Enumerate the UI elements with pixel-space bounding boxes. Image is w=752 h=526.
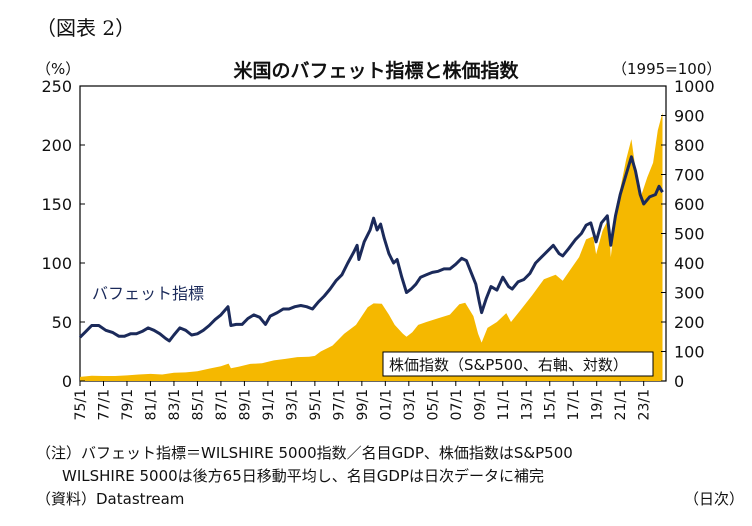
right-axis-tick-label: 900 — [674, 107, 705, 126]
right-axis-tick-label: 600 — [674, 195, 705, 214]
x-axis-tick-label: 85/1 — [190, 389, 206, 420]
x-axis-tick-label: 77/1 — [96, 389, 112, 420]
x-axis-tick-label: 15/1 — [543, 389, 559, 420]
source-note: （資料）Datastream — [36, 490, 185, 508]
x-axis-tick-label: 81/1 — [143, 389, 159, 420]
x-axis-tick-label: 91/1 — [261, 389, 277, 420]
left-axis-tick-label: 100 — [41, 254, 72, 273]
right-axis-tick-label: 300 — [674, 284, 705, 303]
x-axis-tick-label: 05/1 — [425, 389, 441, 420]
left-axis-unit: （%） — [36, 60, 81, 78]
x-axis-tick-label: 07/1 — [449, 389, 465, 420]
x-axis-tick-label: 95/1 — [308, 389, 324, 420]
note-line-1: （注）バフェット指標＝WILSHIRE 5000指数／名目GDP、株価指数はS&… — [36, 444, 573, 462]
x-axis-tick-label: 03/1 — [402, 389, 418, 420]
x-axis-tick-label: 09/1 — [472, 389, 488, 420]
x-axis-tick-label: 83/1 — [167, 389, 183, 420]
x-axis-tick-label: 17/1 — [566, 389, 582, 420]
buffett-series-label: バフェット指標 — [92, 284, 204, 303]
buffett-indicator-line — [78, 155, 664, 343]
left-axis-tick-label: 200 — [41, 136, 72, 155]
x-axis-tick-label: 87/1 — [214, 389, 230, 420]
left-axis-tick-label: 150 — [41, 195, 72, 214]
right-axis-tick-label: 700 — [674, 166, 705, 185]
right-axis-tick-label: 100 — [674, 343, 705, 362]
x-axis-tick-label: 93/1 — [284, 389, 300, 420]
x-axis-tick-label: 13/1 — [519, 389, 535, 420]
right-axis-tick-label: 400 — [674, 254, 705, 273]
x-axis-tick-label: 79/1 — [120, 389, 136, 420]
x-axis-tick-label: 11/1 — [496, 389, 512, 420]
right-axis-tick-label: 0 — [674, 372, 684, 391]
stock-series-label: 株価指数（S&P500、右軸、対数） — [389, 356, 628, 374]
right-axis-tick-label: 200 — [674, 313, 705, 332]
x-axis-tick-label: 97/1 — [331, 389, 347, 420]
x-axis-tick-label: 01/1 — [378, 389, 394, 420]
x-axis-tick-label: 21/1 — [613, 389, 629, 420]
right-axis-tick-label: 500 — [674, 225, 705, 244]
right-axis-tick-label: 800 — [674, 136, 705, 155]
x-axis-tick-label: 75/1 — [73, 389, 89, 420]
x-axis-tick-label: 99/1 — [355, 389, 371, 420]
right-axis-unit: （1995=100） — [612, 60, 722, 78]
chart-title: 米国のバフェット指標と株価指数 — [233, 60, 519, 82]
left-axis-tick-label: 0 — [62, 372, 72, 391]
figure-label: （図表 2） — [36, 16, 136, 40]
note-line-2: WILSHIRE 5000は後方65日移動平均し、名目GDPは日次データに補完 — [62, 467, 544, 485]
x-axis-tick-label: 19/1 — [590, 389, 606, 420]
left-axis-tick-label: 50 — [52, 313, 72, 332]
right-axis-tick-label: 1000 — [674, 77, 715, 96]
x-axis-unit: （日次） — [684, 490, 745, 508]
left-axis-tick-label: 250 — [41, 77, 72, 96]
x-axis-tick-label: 23/1 — [637, 389, 653, 420]
stock-label-box — [382, 351, 654, 377]
x-axis-tick-label: 89/1 — [237, 389, 253, 420]
